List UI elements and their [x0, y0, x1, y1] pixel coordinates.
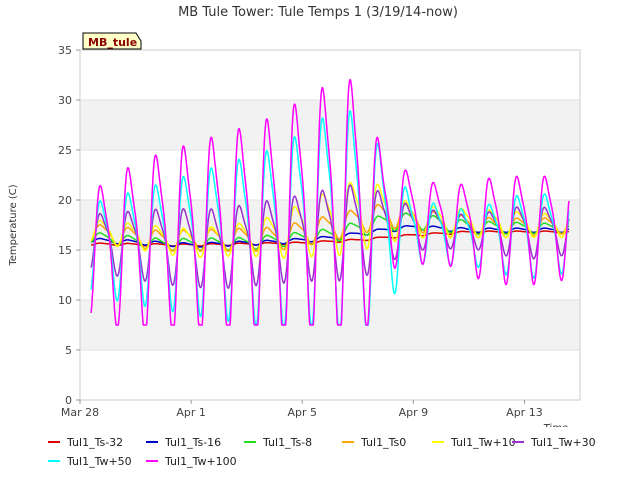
x-tick-label: Apr 9	[399, 406, 429, 419]
y-tick-label: 5	[65, 344, 72, 357]
grid-band	[80, 200, 580, 250]
legend-label: Tul1_Ts0	[360, 436, 406, 449]
grid-band	[80, 300, 580, 350]
series-line-tul1-tw-10	[90, 181, 570, 260]
legend-label: Tul1_Ts-16	[164, 436, 221, 449]
y-tick-label: 30	[58, 94, 72, 107]
chart-title: MB Tule Tower: Tule Temps 1 (3/19/14-now…	[178, 5, 458, 20]
grid-band	[80, 100, 580, 150]
legend-item: Tul1_Tw+10	[432, 436, 516, 449]
legend-item: Tul1_Ts-8	[244, 436, 312, 449]
station-badge: MB_tule	[82, 32, 142, 50]
legend-item: Tul1_Ts-16	[146, 436, 221, 449]
legend-label: Tul1_Ts-32	[66, 436, 123, 449]
y-axis: 0 5 10 15 20 25 30 35	[58, 44, 80, 407]
y-tick-label: 35	[58, 44, 72, 57]
legend-label: Tul1_Tw+100	[164, 455, 237, 468]
series-line-tul1-tw-30	[90, 184, 570, 289]
series-line-tul1-tw-100	[90, 78, 570, 326]
series-line-tul1-ts0	[90, 203, 570, 252]
plot-area-border	[79, 49, 581, 401]
series-line-tul1-tw-50	[90, 110, 570, 326]
legend-item: Tul1_Tw+50	[48, 455, 132, 468]
grid-bands	[80, 100, 580, 350]
legend-item: Tul1_Ts0	[342, 436, 406, 449]
legend-label: Tul1_Tw+50	[66, 455, 132, 468]
x-axis-label: Time	[543, 423, 568, 434]
legend-label: Tul1_Tw+30	[530, 436, 596, 449]
legend-label: Tul1_Tw+10	[450, 436, 516, 449]
series-layer	[90, 78, 570, 326]
x-tick-label: Apr 5	[287, 406, 317, 419]
y-tick-label: 25	[58, 144, 72, 157]
y-tick-label: 10	[58, 294, 72, 307]
y-tick-label: 0	[65, 394, 72, 407]
series-line-tul1-ts-16	[90, 225, 570, 248]
y-axis-label: Temperature (C)	[8, 184, 19, 266]
legend-item: Tul1_Tw+100	[146, 455, 237, 468]
legend: Tul1_Ts-32 Tul1_Ts-16 Tul1_Ts-8 Tul1_Ts0 Tul…	[48, 436, 596, 468]
y-tick-label: 20	[58, 194, 72, 207]
y-tick-label: 15	[58, 244, 72, 257]
badge-label: MB_tule	[88, 36, 137, 49]
badge-shape	[82, 32, 142, 50]
x-tick-label: Mar 28	[61, 406, 99, 419]
grid-lines	[80, 49, 580, 401]
x-axis: Mar 28 Apr 1 Apr 5 Apr 9 Apr 13	[61, 400, 543, 419]
legend-item: Tul1_Ts-32	[48, 436, 123, 449]
x-tick-label: Apr 13	[506, 406, 543, 419]
x-tick-label: Apr 1	[176, 406, 206, 419]
legend-label: Tul1_Ts-8	[262, 436, 312, 449]
legend-item: Tul1_Tw+30	[512, 436, 596, 449]
